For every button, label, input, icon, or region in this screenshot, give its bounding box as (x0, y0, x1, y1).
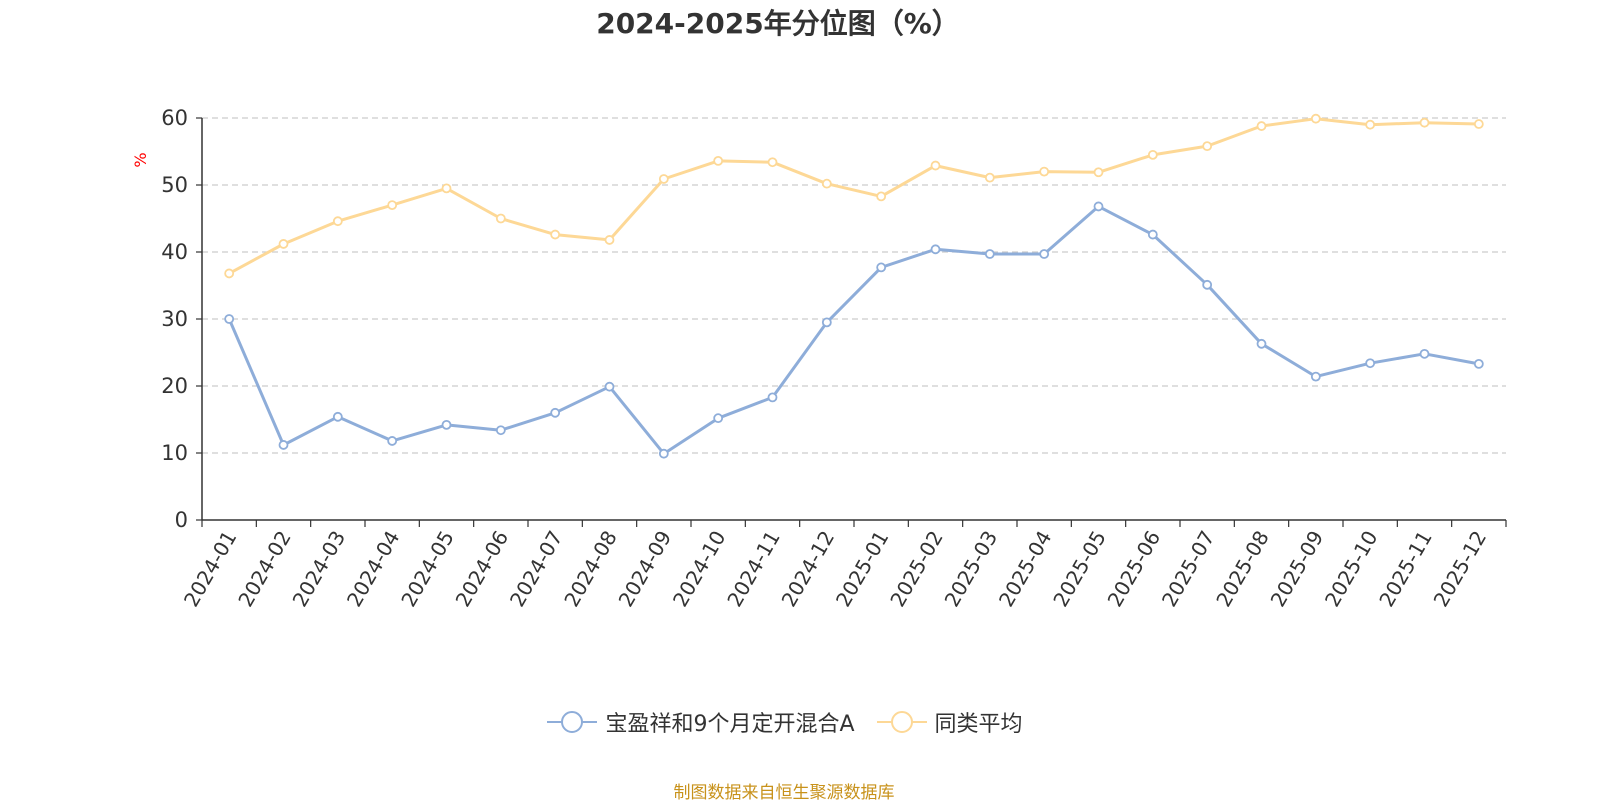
data-point (1256, 121, 1267, 131)
legend: 宝盈祥和9个月定开混合A 同类平均 (0, 706, 1570, 738)
data-point (495, 213, 506, 224)
data-point (604, 235, 615, 245)
x-tick-label: 2024-07 (505, 527, 568, 611)
data-point (767, 157, 778, 168)
series-line-a (227, 204, 1480, 456)
data-point (1202, 279, 1213, 290)
legend-marker-circle-icon (547, 711, 598, 733)
data-point (224, 268, 235, 279)
x-tick-label: 2025-06 (1103, 527, 1166, 611)
data-point (1093, 201, 1104, 212)
data-point (876, 191, 887, 202)
x-tick-label: 2024-04 (342, 527, 405, 611)
data-point (1473, 358, 1484, 369)
legend-label-series-b: 同类平均 (934, 712, 1023, 737)
data-point (1310, 371, 1321, 382)
data-point (821, 317, 832, 328)
data-point (495, 425, 506, 436)
data-point (387, 200, 398, 211)
data-point (1365, 119, 1376, 130)
x-tick-label: 2025-05 (1048, 527, 1111, 611)
axes (196, 117, 1507, 527)
data-point (713, 413, 724, 424)
legend-marker-circle-icon (876, 711, 927, 733)
x-tick-label: 2024-08 (559, 527, 622, 611)
y-tick-label: 40 (161, 240, 188, 264)
x-tick-label: 2025-09 (1266, 527, 1329, 611)
legend-item-series-a[interactable]: 宝盈祥和9个月定开混合A (547, 706, 855, 738)
y-axis-label: % (131, 152, 150, 167)
data-point (1202, 141, 1213, 152)
data-point (278, 440, 289, 450)
x-tick-label: 2024-02 (233, 527, 296, 611)
data-point (332, 411, 343, 422)
x-tick-label: 2024-03 (288, 527, 351, 611)
x-tick-label: 2024-11 (722, 527, 785, 611)
x-tick-label: 2025-08 (1211, 527, 1274, 611)
data-point (1473, 119, 1484, 129)
data-point (767, 392, 778, 403)
legend-item-series-b[interactable]: 同类平均 (876, 706, 1023, 738)
x-tick-label: 2024-12 (777, 527, 840, 611)
data-point (1039, 166, 1050, 177)
y-tick-label: 0 (175, 508, 188, 532)
data-point (224, 314, 235, 324)
series-lines (224, 113, 1484, 459)
y-tick-label: 10 (161, 441, 188, 465)
data-point (1419, 348, 1430, 359)
x-tick-label: 2024-10 (668, 527, 731, 611)
y-tick-label: 50 (161, 173, 188, 197)
data-point (1365, 358, 1376, 369)
data-point (441, 183, 452, 194)
data-point (984, 249, 995, 259)
data-point (550, 229, 561, 240)
data-point (1147, 149, 1158, 160)
x-tick-label: 2025-11 (1374, 527, 1437, 611)
data-point (604, 381, 615, 392)
x-tick-label: 2024-06 (451, 527, 514, 611)
grid-lines (202, 117, 1506, 454)
data-point (658, 448, 669, 459)
legend-label-series-a: 宝盈祥和9个月定开混合A (605, 712, 855, 737)
series-line-b (228, 117, 1479, 275)
data-point (930, 244, 941, 255)
x-tick-label: 2024-01 (179, 527, 242, 611)
data-point (441, 419, 452, 430)
data-point (1039, 249, 1050, 259)
data-point (278, 239, 289, 249)
data-point (1093, 167, 1104, 178)
x-tick-label: 2025-01 (831, 527, 894, 611)
data-point (550, 407, 561, 418)
chart-title: 2024-2025年分位图（%） (596, 7, 960, 40)
data-point (1419, 117, 1430, 128)
data-point (1147, 229, 1158, 240)
data-point (1310, 113, 1321, 124)
x-tick-label: 2025-02 (885, 527, 948, 611)
data-point (984, 172, 995, 183)
x-tick-label: 2025-12 (1429, 527, 1492, 611)
data-point (876, 262, 887, 273)
x-tick-label: 2025-10 (1320, 527, 1383, 611)
x-tick-label: 2025-07 (1157, 527, 1220, 611)
y-tick-label: 30 (161, 307, 188, 331)
source-note: 制图数据来自恒生聚源数据库 (673, 783, 895, 803)
y-tick-label: 60 (161, 106, 188, 130)
x-tick-label: 2024-09 (614, 527, 677, 611)
data-point (821, 178, 832, 189)
data-point (930, 160, 941, 171)
data-point (713, 155, 724, 166)
data-point (332, 216, 343, 227)
x-tick-label: 2024-05 (396, 527, 459, 611)
data-point (658, 174, 669, 184)
x-tick-label: 2025-03 (940, 527, 1003, 611)
data-point (387, 436, 398, 446)
y-tick-label: 20 (161, 374, 188, 398)
x-tick-label: 2025-04 (994, 527, 1057, 611)
data-point (1256, 338, 1267, 349)
